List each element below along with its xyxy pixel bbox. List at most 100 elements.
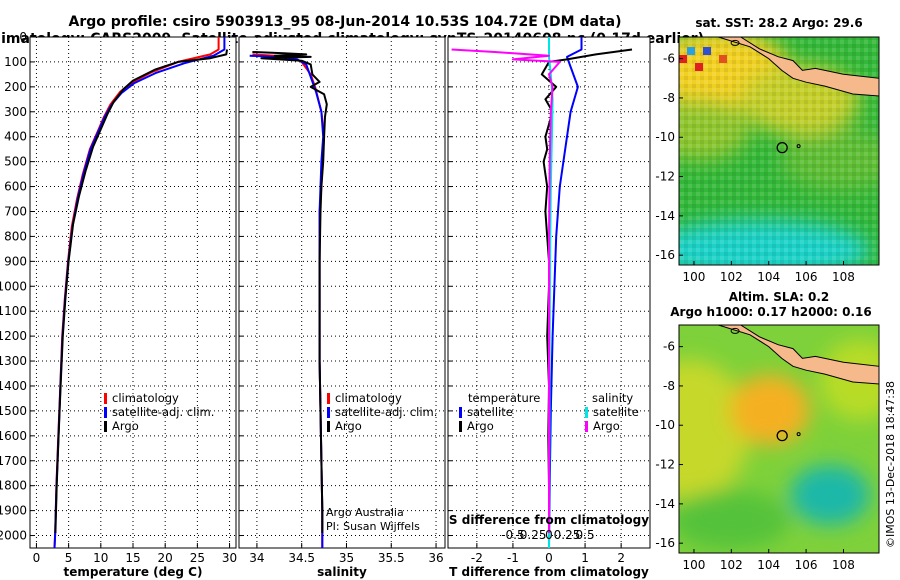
x-tick-label-secondary: -0.25 <box>515 528 546 542</box>
legend-item: satellite-adj. clim. <box>112 405 214 419</box>
credit-line-2: PI: Susan Wijffels <box>326 520 420 533</box>
x-tick-label: 20 <box>158 551 173 565</box>
y-tick-label: 2000 <box>0 529 27 543</box>
map-y-tick-label: -16 <box>655 536 675 550</box>
x-axis-label: salinity <box>317 565 367 579</box>
y-tick-label: 200 <box>4 80 27 94</box>
y-tick-label: 400 <box>4 130 27 144</box>
legend-swatch <box>327 407 330 418</box>
map-sla_map: 100 102 104 106 108 -6 -8 -10 -12 -14 -16 Altim. SL… <box>655 290 880 572</box>
x-tick-label: -1 <box>507 551 519 565</box>
argo-float-marker <box>776 430 788 442</box>
map-x-tick-label: 104 <box>757 558 780 572</box>
legend-item: Argo <box>467 419 494 433</box>
panel-temperature: 0 5 10 15 20 25 300100200300400500600700800900… <box>0 30 237 579</box>
map-y-tick-label: -14 <box>655 209 675 223</box>
y-tick-label: 600 <box>4 180 27 194</box>
legend-swatch <box>459 407 462 418</box>
map-y-tick-label: -14 <box>655 497 675 511</box>
x-tick-label: 35.5 <box>378 551 405 565</box>
map-frame <box>678 36 880 266</box>
map-title: Altim. SLA: 0.2 <box>729 290 830 304</box>
series-line-argo <box>252 51 328 533</box>
map-y-tick-label: -8 <box>663 379 675 393</box>
credit-line-1: Argo Australia <box>326 506 404 519</box>
y-tick-label: 700 <box>4 204 27 218</box>
map-y-tick-label: -8 <box>663 91 675 105</box>
y-tick-label: 1700 <box>0 454 27 468</box>
series-line-t-argo <box>540 48 633 533</box>
x-tick-label: 5 <box>65 551 73 565</box>
x-axis-label: T difference from climatology <box>449 565 649 579</box>
y-tick-label: 1400 <box>0 379 27 393</box>
legend-item: Argo <box>335 419 362 433</box>
y-tick-label: 1300 <box>0 354 27 368</box>
figure-title-line-1: Argo profile: csiro 5903913_95 08-Jun-20… <box>69 14 622 30</box>
y-tick-label: 0 <box>19 30 27 44</box>
series-line-t-satellite <box>548 37 583 549</box>
map-x-tick-label: 108 <box>832 270 855 284</box>
map-x-tick-label: 104 <box>757 270 780 284</box>
x-tick-label: 25 <box>190 551 205 565</box>
legend-title-temperature: temperature <box>468 391 540 405</box>
argo-float-marker <box>776 142 788 154</box>
map-y-tick-label: -10 <box>655 418 675 432</box>
map-x-tick-label: 106 <box>795 270 818 284</box>
christmas-island <box>796 144 801 149</box>
y-tick-label: 1200 <box>0 329 27 343</box>
series-line-s-argo <box>451 48 561 533</box>
island-outline <box>730 39 740 46</box>
map-title: sat. SST: 28.2 Argo: 29.6 <box>695 16 862 30</box>
x-axis-label-secondary: S difference from climatology <box>449 513 649 527</box>
y-tick-label: 1500 <box>0 404 27 418</box>
legend-swatch <box>104 393 107 404</box>
legend-item: satellite <box>467 405 513 419</box>
legend-swatch <box>104 421 107 432</box>
map-y-tick-label: -12 <box>655 458 675 472</box>
island-outline <box>730 327 740 334</box>
x-tick-label-secondary: 0 <box>545 528 553 542</box>
legend-title-salinity: salinity <box>592 391 633 405</box>
plot-frame <box>238 36 446 549</box>
legend-swatch <box>459 421 462 432</box>
panel-differences: -2 -1 0 1 2T difference from climatology temp… <box>447 36 651 579</box>
y-tick-label: 1900 <box>0 504 27 518</box>
y-tick-label: 1000 <box>0 279 27 293</box>
x-axis-label: temperature (deg C) <box>64 565 203 579</box>
legend-swatch <box>327 421 330 432</box>
sst-map <box>679 37 879 265</box>
y-tick-label: 900 <box>4 254 27 268</box>
legend-item: climatology <box>112 391 179 405</box>
y-tick-label: 300 <box>4 105 27 119</box>
x-tick-label: 1 <box>581 551 589 565</box>
legend-swatch <box>585 421 588 432</box>
legend-item: Argo <box>112 419 139 433</box>
sla-map <box>679 325 879 553</box>
x-tick-label: 0 <box>33 551 41 565</box>
legend-item: climatology <box>335 391 402 405</box>
map-x-tick-label: 106 <box>795 558 818 572</box>
map-y-tick-label: -6 <box>663 52 675 66</box>
legend-swatch <box>327 393 330 404</box>
map-y-tick-label: -16 <box>655 248 675 262</box>
christmas-island <box>796 432 801 437</box>
legend-item: Argo <box>593 419 620 433</box>
legend-item: satellite-adj. clim. <box>335 405 437 419</box>
map-y-tick-label: -12 <box>655 170 675 184</box>
x-tick-label: 30 <box>222 551 237 565</box>
y-tick-label: 800 <box>4 229 27 243</box>
map-x-tick-label: 100 <box>683 270 706 284</box>
legend-swatch <box>104 407 107 418</box>
y-tick-label: 1800 <box>0 479 27 493</box>
y-tick-label: 500 <box>4 155 27 169</box>
map-y-tick-label: -6 <box>663 340 675 354</box>
map-x-tick-label: 102 <box>720 270 743 284</box>
map-title-2: Argo h1000: 0.17 h2000: 0.16 <box>670 305 871 319</box>
x-tick-label: 10 <box>93 551 108 565</box>
x-tick-label: 34.5 <box>288 551 315 565</box>
map-frame <box>678 324 880 554</box>
x-tick-label: 35 <box>339 551 354 565</box>
x-tick-label: 36 <box>428 551 443 565</box>
series-line-argo <box>54 49 228 534</box>
